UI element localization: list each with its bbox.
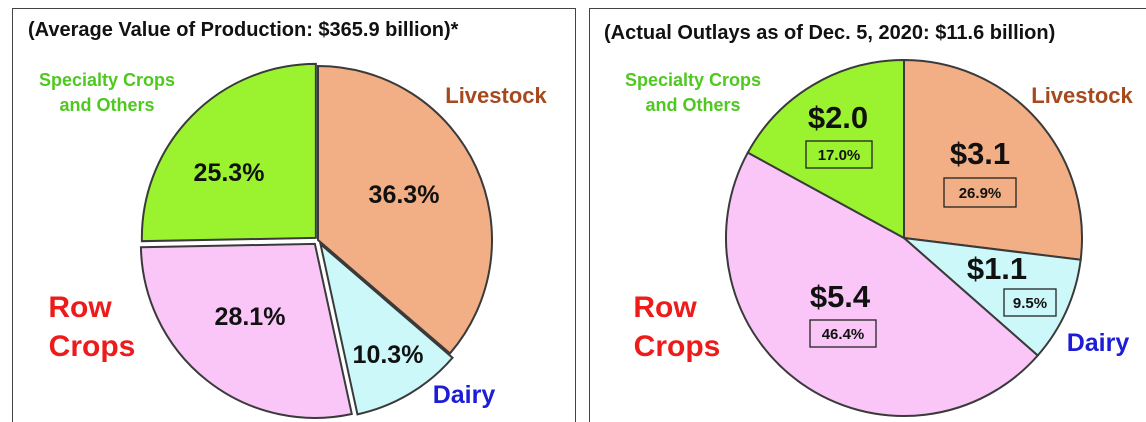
- left-pct-specialty: 25.3%: [194, 159, 265, 187]
- right-pct-box-dairy: [1003, 288, 1057, 317]
- right-pct-dairy: 9.5%: [1013, 295, 1047, 312]
- right-label-row-line1: Row: [633, 291, 697, 324]
- right-label-dairy: Dairy: [1067, 329, 1130, 357]
- left-slice-livestock: [317, 64, 493, 355]
- left-slice-dairy: [318, 241, 454, 416]
- right-amount-livestock: $3.1: [950, 136, 1010, 171]
- right-slice-livestock: [903, 58, 1083, 261]
- right-pct-box-livestock: [943, 177, 1017, 208]
- right-label-row-line2: Crops: [634, 330, 721, 363]
- right-pie: [725, 58, 1083, 417]
- left-label-row-line1: Row: [48, 291, 112, 324]
- right-panel: [589, 8, 1146, 422]
- right-amount-specialty: $2.0: [808, 100, 868, 135]
- left-pie: [139, 62, 493, 419]
- right-label-specialty-line2: and Others: [645, 95, 740, 115]
- left-label-row-line2: Crops: [49, 330, 136, 363]
- right-amount-dairy: $1.1: [967, 251, 1027, 286]
- right-pct-row-crops: 46.4%: [822, 326, 865, 343]
- right-amount-row-crops: $5.4: [810, 279, 871, 314]
- left-label-specialty-line2: and Others: [59, 95, 154, 115]
- right-pct-box-specialty: [805, 140, 873, 169]
- left-label-specialty-line1: Specialty Crops: [39, 70, 175, 90]
- right-pct-specialty: 17.0%: [818, 147, 861, 164]
- right-chart-title: (Actual Outlays as of Dec. 5, 2020: $11.…: [604, 22, 1055, 44]
- left-pct-livestock: 36.3%: [369, 181, 440, 209]
- left-label-livestock: Livestock: [445, 83, 547, 108]
- left-chart-title: (Average Value of Production: $365.9 bil…: [28, 19, 459, 41]
- right-pct-livestock: 26.9%: [959, 185, 1002, 202]
- left-slice-specialty-crops-and-others: [140, 62, 317, 243]
- right-pct-box-row-crops: [809, 319, 877, 348]
- left-slice-row-crops: [139, 242, 353, 419]
- right-slice-specialty-crops-and-others: [746, 58, 905, 240]
- right-slice-dairy: [900, 236, 1082, 357]
- left-pct-dairy: 10.3%: [353, 341, 424, 369]
- right-label-livestock: Livestock: [1031, 83, 1133, 108]
- left-pct-row-crops: 28.1%: [215, 303, 286, 331]
- left-label-dairy: Dairy: [433, 381, 496, 409]
- left-panel: [12, 8, 576, 422]
- right-slice-row-crops: [725, 151, 1040, 417]
- right-label-specialty-line1: Specialty Crops: [625, 70, 761, 90]
